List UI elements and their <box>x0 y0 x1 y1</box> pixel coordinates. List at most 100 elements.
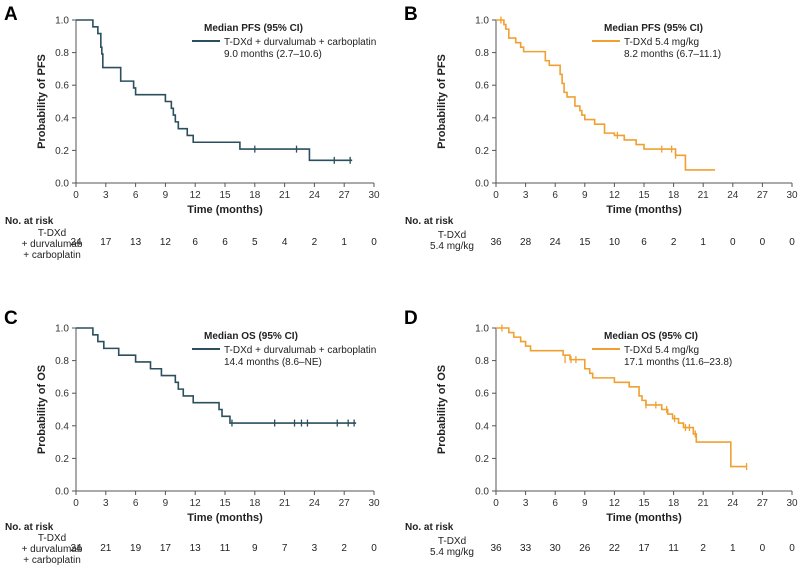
risk-arm-label: T-DXd <box>38 228 66 239</box>
x-tick-label: 15 <box>219 498 231 509</box>
risk-count: 6 <box>222 237 228 248</box>
y-tick-label: 0.4 <box>55 421 69 432</box>
risk-table-title: No. at risk <box>5 522 54 533</box>
x-tick-label: 9 <box>582 498 588 509</box>
legend-median: 8.2 months (6.7–11.1) <box>624 49 721 60</box>
risk-count: 24 <box>550 237 562 248</box>
risk-count: 10 <box>609 237 621 248</box>
y-tick-label: 0.4 <box>475 421 489 432</box>
risk-count: 36 <box>490 237 502 248</box>
y-tick-label: 0.2 <box>55 146 69 157</box>
risk-arm-label: + carboplatin <box>23 250 81 261</box>
risk-count: 6 <box>192 237 198 248</box>
legend-title: Median PFS (95% CI) <box>604 23 703 34</box>
risk-count: 1 <box>700 237 706 248</box>
y-tick-label: 0.0 <box>475 179 489 190</box>
risk-count: 24 <box>70 543 82 554</box>
x-tick-label: 21 <box>698 498 710 509</box>
x-tick-label: 24 <box>309 498 321 509</box>
y-tick-label: 0.8 <box>475 356 489 367</box>
risk-arm-label: T-DXd <box>38 533 66 544</box>
x-tick-label: 18 <box>249 190 261 201</box>
x-tick-label: 18 <box>668 498 680 509</box>
x-tick-label: 18 <box>668 190 680 201</box>
x-tick-label: 0 <box>493 498 499 509</box>
risk-count: 15 <box>579 237 591 248</box>
y-tick-label: 0.8 <box>55 356 69 367</box>
risk-count: 0 <box>789 237 795 248</box>
y-tick-label: 1.0 <box>475 16 489 27</box>
panel-a: A0.00.20.40.60.81.00 3 6 9 12 15 18 21 24 27 30Tim… <box>4 4 380 261</box>
x-tick-label: 15 <box>638 498 650 509</box>
risk-count: 0 <box>760 237 766 248</box>
risk-arm-label: 5.4 mg/kg <box>430 547 474 558</box>
x-axis-label: Time (months) <box>606 512 682 524</box>
y-tick-label: 0.8 <box>475 48 489 59</box>
legend-title: Median OS (95% CI) <box>604 331 698 342</box>
x-tick-label: 27 <box>339 498 351 509</box>
y-axis-label: Probability of OS <box>36 365 48 454</box>
x-tick-label: 21 <box>698 190 710 201</box>
x-tick-label: 12 <box>190 498 202 509</box>
x-tick-label: 9 <box>163 190 169 201</box>
y-tick-label: 0.6 <box>475 389 489 400</box>
x-tick-label: 0 <box>493 190 499 201</box>
risk-count: 2 <box>671 237 677 248</box>
x-tick-label: 9 <box>163 498 169 509</box>
x-tick-label: 3 <box>523 190 529 201</box>
risk-arm-label: T-DXd <box>438 536 466 547</box>
y-tick-label: 1.0 <box>55 16 69 27</box>
panel-letter: A <box>4 4 18 25</box>
panel-b: B0.00.20.40.60.81.00 3 6 9 12 15 18 21 24 27 30Tim… <box>404 4 798 252</box>
panel-c: C0.00.20.40.60.81.00 3 6 9 12 15 18 21 24 27 30Tim… <box>4 308 380 566</box>
legend-median: 17.1 months (11.6–23.8) <box>624 357 732 368</box>
risk-count: 3 <box>312 543 318 554</box>
y-tick-label: 0.6 <box>55 81 69 92</box>
km-curve-b <box>496 19 716 171</box>
risk-count: 17 <box>100 237 112 248</box>
x-tick-label: 24 <box>727 498 739 509</box>
risk-arm-label: + carboplatin <box>23 555 81 566</box>
legend-series-name: T-DXd 5.4 mg/kg <box>624 345 699 356</box>
x-tick-label: 30 <box>368 498 380 509</box>
risk-count: 2 <box>312 237 318 248</box>
legend-title: Median OS (95% CI) <box>204 331 298 342</box>
x-tick-label: 27 <box>339 190 351 201</box>
y-tick-label: 0.4 <box>55 113 69 124</box>
y-tick-label: 0.0 <box>55 179 69 190</box>
y-tick-label: 1.0 <box>475 324 489 335</box>
legend-series-name: T-DXd + durvalumab + carboplatin <box>224 37 376 48</box>
risk-arm-label: + durvalumab <box>22 239 83 250</box>
x-tick-label: 12 <box>609 498 621 509</box>
risk-count: 17 <box>638 543 650 554</box>
x-tick-label: 15 <box>219 190 231 201</box>
y-tick-label: 0.6 <box>55 389 69 400</box>
risk-count: 13 <box>130 237 142 248</box>
y-tick-label: 0.8 <box>55 48 69 59</box>
risk-count: 5 <box>252 237 258 248</box>
risk-count: 6 <box>641 237 647 248</box>
risk-count: 17 <box>160 543 172 554</box>
risk-count: 22 <box>609 543 621 554</box>
risk-count: 9 <box>252 543 258 554</box>
y-tick-label: 0.2 <box>475 454 489 465</box>
panel-letter: D <box>404 308 418 329</box>
x-tick-label: 21 <box>279 498 291 509</box>
x-tick-label: 12 <box>190 190 202 201</box>
y-tick-label: 0.2 <box>475 146 489 157</box>
panel-letter: B <box>404 4 418 25</box>
x-tick-label: 6 <box>552 498 558 509</box>
risk-count: 0 <box>371 543 377 554</box>
risk-count: 12 <box>160 237 172 248</box>
risk-count: 36 <box>490 543 502 554</box>
y-tick-label: 0.0 <box>475 487 489 498</box>
legend-median: 14.4 months (8.6–NE) <box>224 357 322 368</box>
x-tick-label: 30 <box>786 498 798 509</box>
risk-arm-label: T-DXd <box>438 230 466 241</box>
risk-count: 30 <box>550 543 562 554</box>
risk-count: 19 <box>130 543 142 554</box>
km-curve-a <box>76 19 353 162</box>
risk-count: 0 <box>789 543 795 554</box>
risk-table-title: No. at risk <box>405 522 454 533</box>
km-curve-d <box>496 327 747 468</box>
